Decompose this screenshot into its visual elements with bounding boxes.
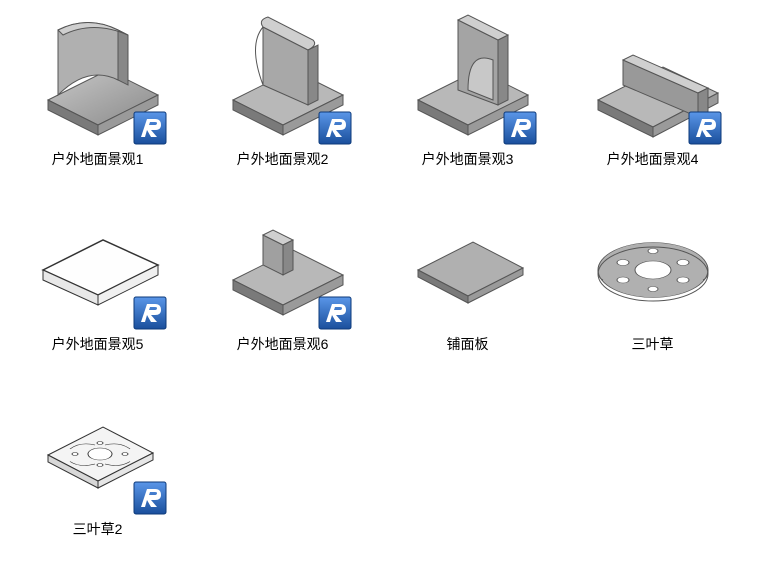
- file-label: 户外地面景观1: [52, 151, 144, 168]
- file-item[interactable]: 户外地面景观2: [190, 5, 375, 190]
- file-label: 户外地面景观6: [237, 336, 329, 353]
- file-item[interactable]: 铺面板: [375, 190, 560, 375]
- revit-file-icon: [133, 296, 167, 330]
- file-item[interactable]: 户外地面景观1: [5, 5, 190, 190]
- thumbnail: [23, 5, 173, 145]
- thumbnail-grid: 户外地面景观1 户外地面景观2: [0, 0, 760, 565]
- file-label: 铺面板: [447, 336, 489, 353]
- file-label: 三叶草: [632, 336, 674, 353]
- file-label: 户外地面景观5: [52, 336, 144, 353]
- file-item[interactable]: 户外地面景观4: [560, 5, 745, 190]
- thumbnail: [208, 5, 358, 145]
- revit-file-icon: [503, 111, 537, 145]
- revit-file-icon: [688, 111, 722, 145]
- revit-file-icon: [133, 481, 167, 515]
- thumbnail: [393, 190, 543, 330]
- file-label: 户外地面景观2: [237, 151, 329, 168]
- thumbnail: [23, 190, 173, 330]
- revit-file-icon: [318, 111, 352, 145]
- file-item[interactable]: 户外地面景观6: [190, 190, 375, 375]
- thumbnail: [23, 375, 173, 515]
- file-item[interactable]: 户外地面景观5: [5, 190, 190, 375]
- file-item[interactable]: 三叶草: [560, 190, 745, 375]
- file-label: 户外地面景观3: [422, 151, 514, 168]
- thumbnail: [393, 5, 543, 145]
- thumbnail: [208, 190, 358, 330]
- thumbnail: [578, 190, 728, 330]
- file-label: 三叶草2: [73, 521, 123, 538]
- revit-file-icon: [133, 111, 167, 145]
- revit-file-icon: [318, 296, 352, 330]
- thumbnail: [578, 5, 728, 145]
- file-item[interactable]: 户外地面景观3: [375, 5, 560, 190]
- file-label: 户外地面景观4: [607, 151, 699, 168]
- file-item[interactable]: 三叶草2: [5, 375, 190, 560]
